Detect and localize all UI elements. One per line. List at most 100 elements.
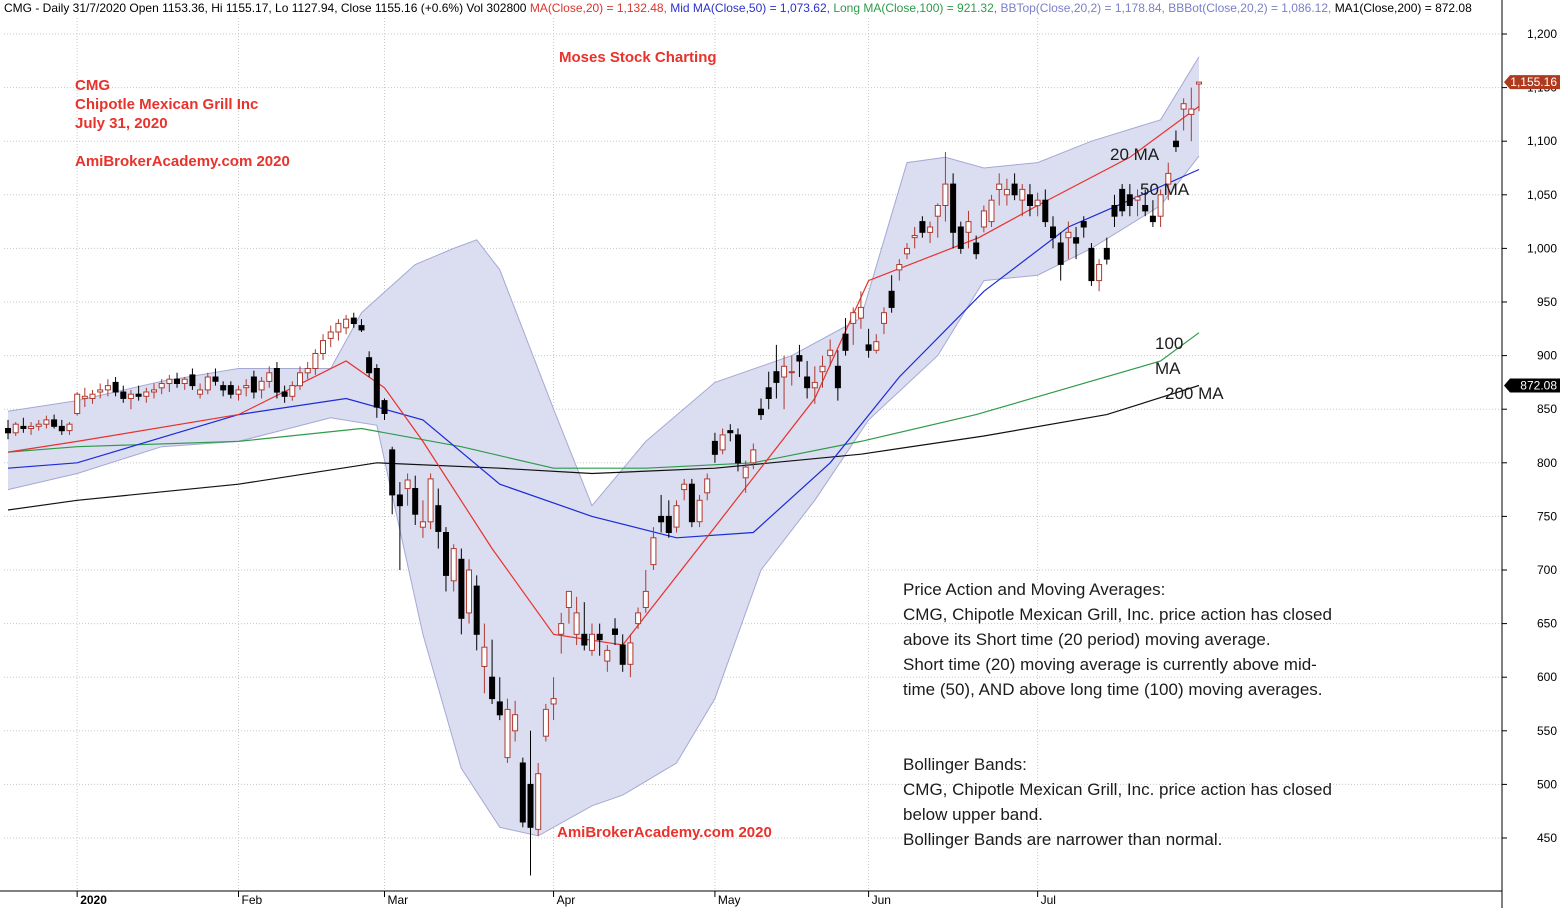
candle xyxy=(650,527,657,570)
candle-body xyxy=(320,340,326,355)
x-tick-label: Apr xyxy=(557,893,576,907)
candle xyxy=(658,494,665,533)
commentary-bb-title: Bollinger Bands: xyxy=(903,755,1027,774)
candle xyxy=(343,314,350,335)
y-tick-label: 900 xyxy=(1537,349,1557,363)
candle xyxy=(174,372,180,388)
candle xyxy=(1027,184,1033,217)
y-tick-label: 1,100 xyxy=(1527,134,1557,148)
candle xyxy=(919,216,926,238)
candle xyxy=(389,446,396,515)
candle xyxy=(619,634,626,672)
price-tag-label: 1,155.16 xyxy=(1510,75,1557,89)
candle-body xyxy=(627,642,634,665)
candle xyxy=(811,366,818,404)
candle xyxy=(504,698,511,763)
candle-body xyxy=(1188,108,1195,115)
candle xyxy=(89,389,96,404)
y-tick-label: 800 xyxy=(1537,456,1557,470)
candle-body xyxy=(596,633,603,641)
candle xyxy=(28,422,35,435)
candle-body xyxy=(373,368,380,408)
candle xyxy=(143,387,150,403)
y-tick-label: 1,050 xyxy=(1527,188,1557,202)
candle xyxy=(427,473,434,530)
candle xyxy=(950,173,957,249)
candle-body xyxy=(1149,215,1156,223)
bollinger-lower-line xyxy=(7,155,1200,837)
candle-body xyxy=(727,430,734,434)
candle-body xyxy=(289,385,296,397)
candle-body xyxy=(542,708,549,737)
candle-body xyxy=(58,425,65,432)
candle xyxy=(258,377,265,399)
candle xyxy=(973,235,980,260)
candle xyxy=(320,334,326,360)
candle xyxy=(1126,184,1133,217)
commentary-bollinger: Bollinger Bands: CMG, Chipotle Mexican G… xyxy=(903,752,1332,852)
candle-body xyxy=(466,569,472,614)
candle-body xyxy=(489,676,496,700)
candle-body xyxy=(20,425,27,429)
candle-body xyxy=(857,306,864,319)
candle xyxy=(1019,184,1026,217)
label-50-ma: 50 MA xyxy=(1140,180,1190,199)
candle xyxy=(788,355,795,386)
candle xyxy=(166,374,173,393)
candle xyxy=(589,623,595,656)
candle-body xyxy=(389,449,396,496)
candle-body xyxy=(381,400,388,415)
candle xyxy=(934,203,941,238)
candle xyxy=(273,362,280,399)
candle-body xyxy=(166,378,173,385)
candle xyxy=(642,570,649,613)
candle-body xyxy=(604,649,611,662)
candle xyxy=(1157,189,1164,227)
header-ma20: MA(Close,20) = 1,132.48, xyxy=(529,1,667,15)
candle-body xyxy=(957,226,964,249)
candle xyxy=(665,500,672,538)
candle-body xyxy=(558,623,565,635)
candle-body xyxy=(589,633,595,651)
candle-body xyxy=(934,205,941,217)
candle xyxy=(366,351,373,378)
candle-body xyxy=(742,466,749,479)
candle xyxy=(1042,189,1049,227)
annotation-company: Chipotle Mexican Grill Inc xyxy=(75,96,259,113)
candle xyxy=(612,618,618,646)
candle-body xyxy=(258,380,265,391)
y-tick-label: 850 xyxy=(1537,402,1557,416)
candle-body xyxy=(412,488,419,515)
candle xyxy=(781,355,788,410)
candle xyxy=(5,419,11,440)
candle-body xyxy=(297,372,303,387)
candle-body xyxy=(704,478,711,494)
y-tick-label: 500 xyxy=(1537,777,1557,791)
candle-body xyxy=(496,701,503,716)
candle-body xyxy=(135,393,142,397)
header-bbtop: BBTop(Close,20,2) = 1,178.84, xyxy=(1000,1,1165,15)
candle-body xyxy=(973,242,980,255)
candle-body xyxy=(719,434,726,451)
candle xyxy=(796,344,803,378)
candle-body xyxy=(911,235,918,239)
candle-body xyxy=(519,762,526,823)
candle-body xyxy=(635,612,642,625)
candle-body xyxy=(212,376,219,382)
candle-body xyxy=(796,355,803,362)
candle-body xyxy=(665,515,672,534)
candle xyxy=(1080,216,1087,238)
candle-body xyxy=(304,368,311,374)
ma50-line xyxy=(7,168,1200,539)
candle-body xyxy=(1126,194,1133,207)
candle-body xyxy=(811,381,818,389)
candle xyxy=(865,328,872,358)
candle xyxy=(43,415,50,429)
candle-body xyxy=(312,353,319,369)
candle-body xyxy=(881,312,887,324)
candle-body xyxy=(97,389,104,393)
candle xyxy=(1173,130,1179,152)
candle-body xyxy=(28,425,35,429)
candle xyxy=(819,355,826,388)
